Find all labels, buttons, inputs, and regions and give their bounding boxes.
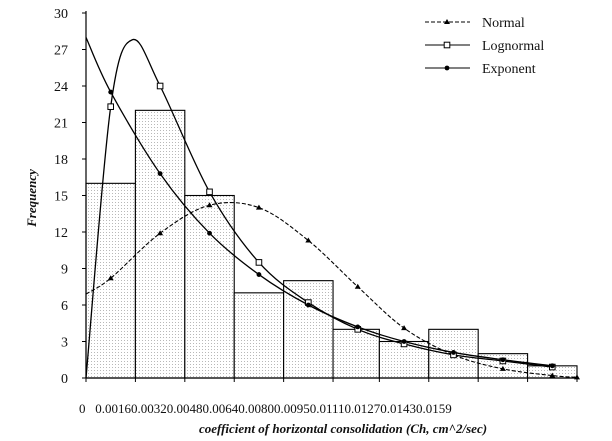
histogram-bar <box>233 292 285 379</box>
histogram-bar <box>184 194 235 379</box>
legend-label-normal: Normal <box>482 16 525 31</box>
point-lognormal <box>156 82 164 90</box>
point-exponent <box>305 302 311 308</box>
legend-marker-lognormal <box>443 41 451 49</box>
fit-markers <box>107 82 580 380</box>
y-tick-label: 30 <box>54 7 68 22</box>
point-exponent <box>355 324 361 330</box>
curve-normal <box>85 202 578 378</box>
point-normal <box>157 230 164 236</box>
legend: Normal Lognormal Exponent <box>425 16 544 77</box>
y-tick-label: 27 <box>54 44 68 59</box>
y-tick-label: 3 <box>61 336 68 351</box>
legend-marker-normal <box>444 19 450 24</box>
axes <box>82 11 578 382</box>
x-tick-labels: 0 0.00160.00320.00480.00640.00800.00950.… <box>79 401 452 416</box>
legend-label-exponent: Exponent <box>482 62 536 77</box>
point-normal <box>354 283 361 289</box>
y-tick-label: 24 <box>54 80 68 95</box>
y-tick-label: 9 <box>61 263 68 278</box>
histogram-bar <box>85 182 136 379</box>
point-exponent <box>451 350 456 355</box>
point-normal <box>255 204 262 210</box>
y-tick-label: 18 <box>54 153 68 168</box>
point-exponent <box>549 363 555 369</box>
point-lognormal <box>255 259 263 266</box>
y-tick-label: 15 <box>54 190 68 205</box>
histogram-bar <box>134 109 186 379</box>
point-exponent <box>500 357 506 363</box>
point-normal <box>206 202 213 208</box>
point-normal <box>107 275 114 281</box>
point-normal <box>401 325 408 331</box>
point-normal <box>499 365 506 371</box>
point-lognormal <box>107 103 115 110</box>
point-lognormal <box>206 188 213 196</box>
histogram-bars <box>85 109 578 379</box>
histogram-bar <box>332 328 380 379</box>
y-tick-label: 6 <box>61 299 68 314</box>
legend-label-lognormal: Lognormal <box>482 39 544 54</box>
legend-marker-exponent <box>444 65 450 71</box>
point-exponent <box>108 89 114 95</box>
x-axis-label: coefficient of horizontal consolidation … <box>199 421 487 436</box>
y-tick-label: 21 <box>54 117 68 132</box>
point-exponent <box>207 230 212 236</box>
y-axis-label: Frequency <box>24 169 39 228</box>
point-exponent <box>256 272 262 277</box>
curve-exponent <box>85 37 553 367</box>
y-tick-label: 0 <box>61 372 68 387</box>
point-exponent <box>157 171 163 177</box>
point-normal <box>549 372 556 378</box>
histogram-bar <box>283 280 334 379</box>
point-exponent <box>401 339 407 344</box>
point-normal <box>305 237 312 243</box>
y-tick-label: 12 <box>54 226 68 241</box>
y-tick-labels: 0 3 6 9 12 15 18 21 24 27 30 <box>54 7 68 387</box>
